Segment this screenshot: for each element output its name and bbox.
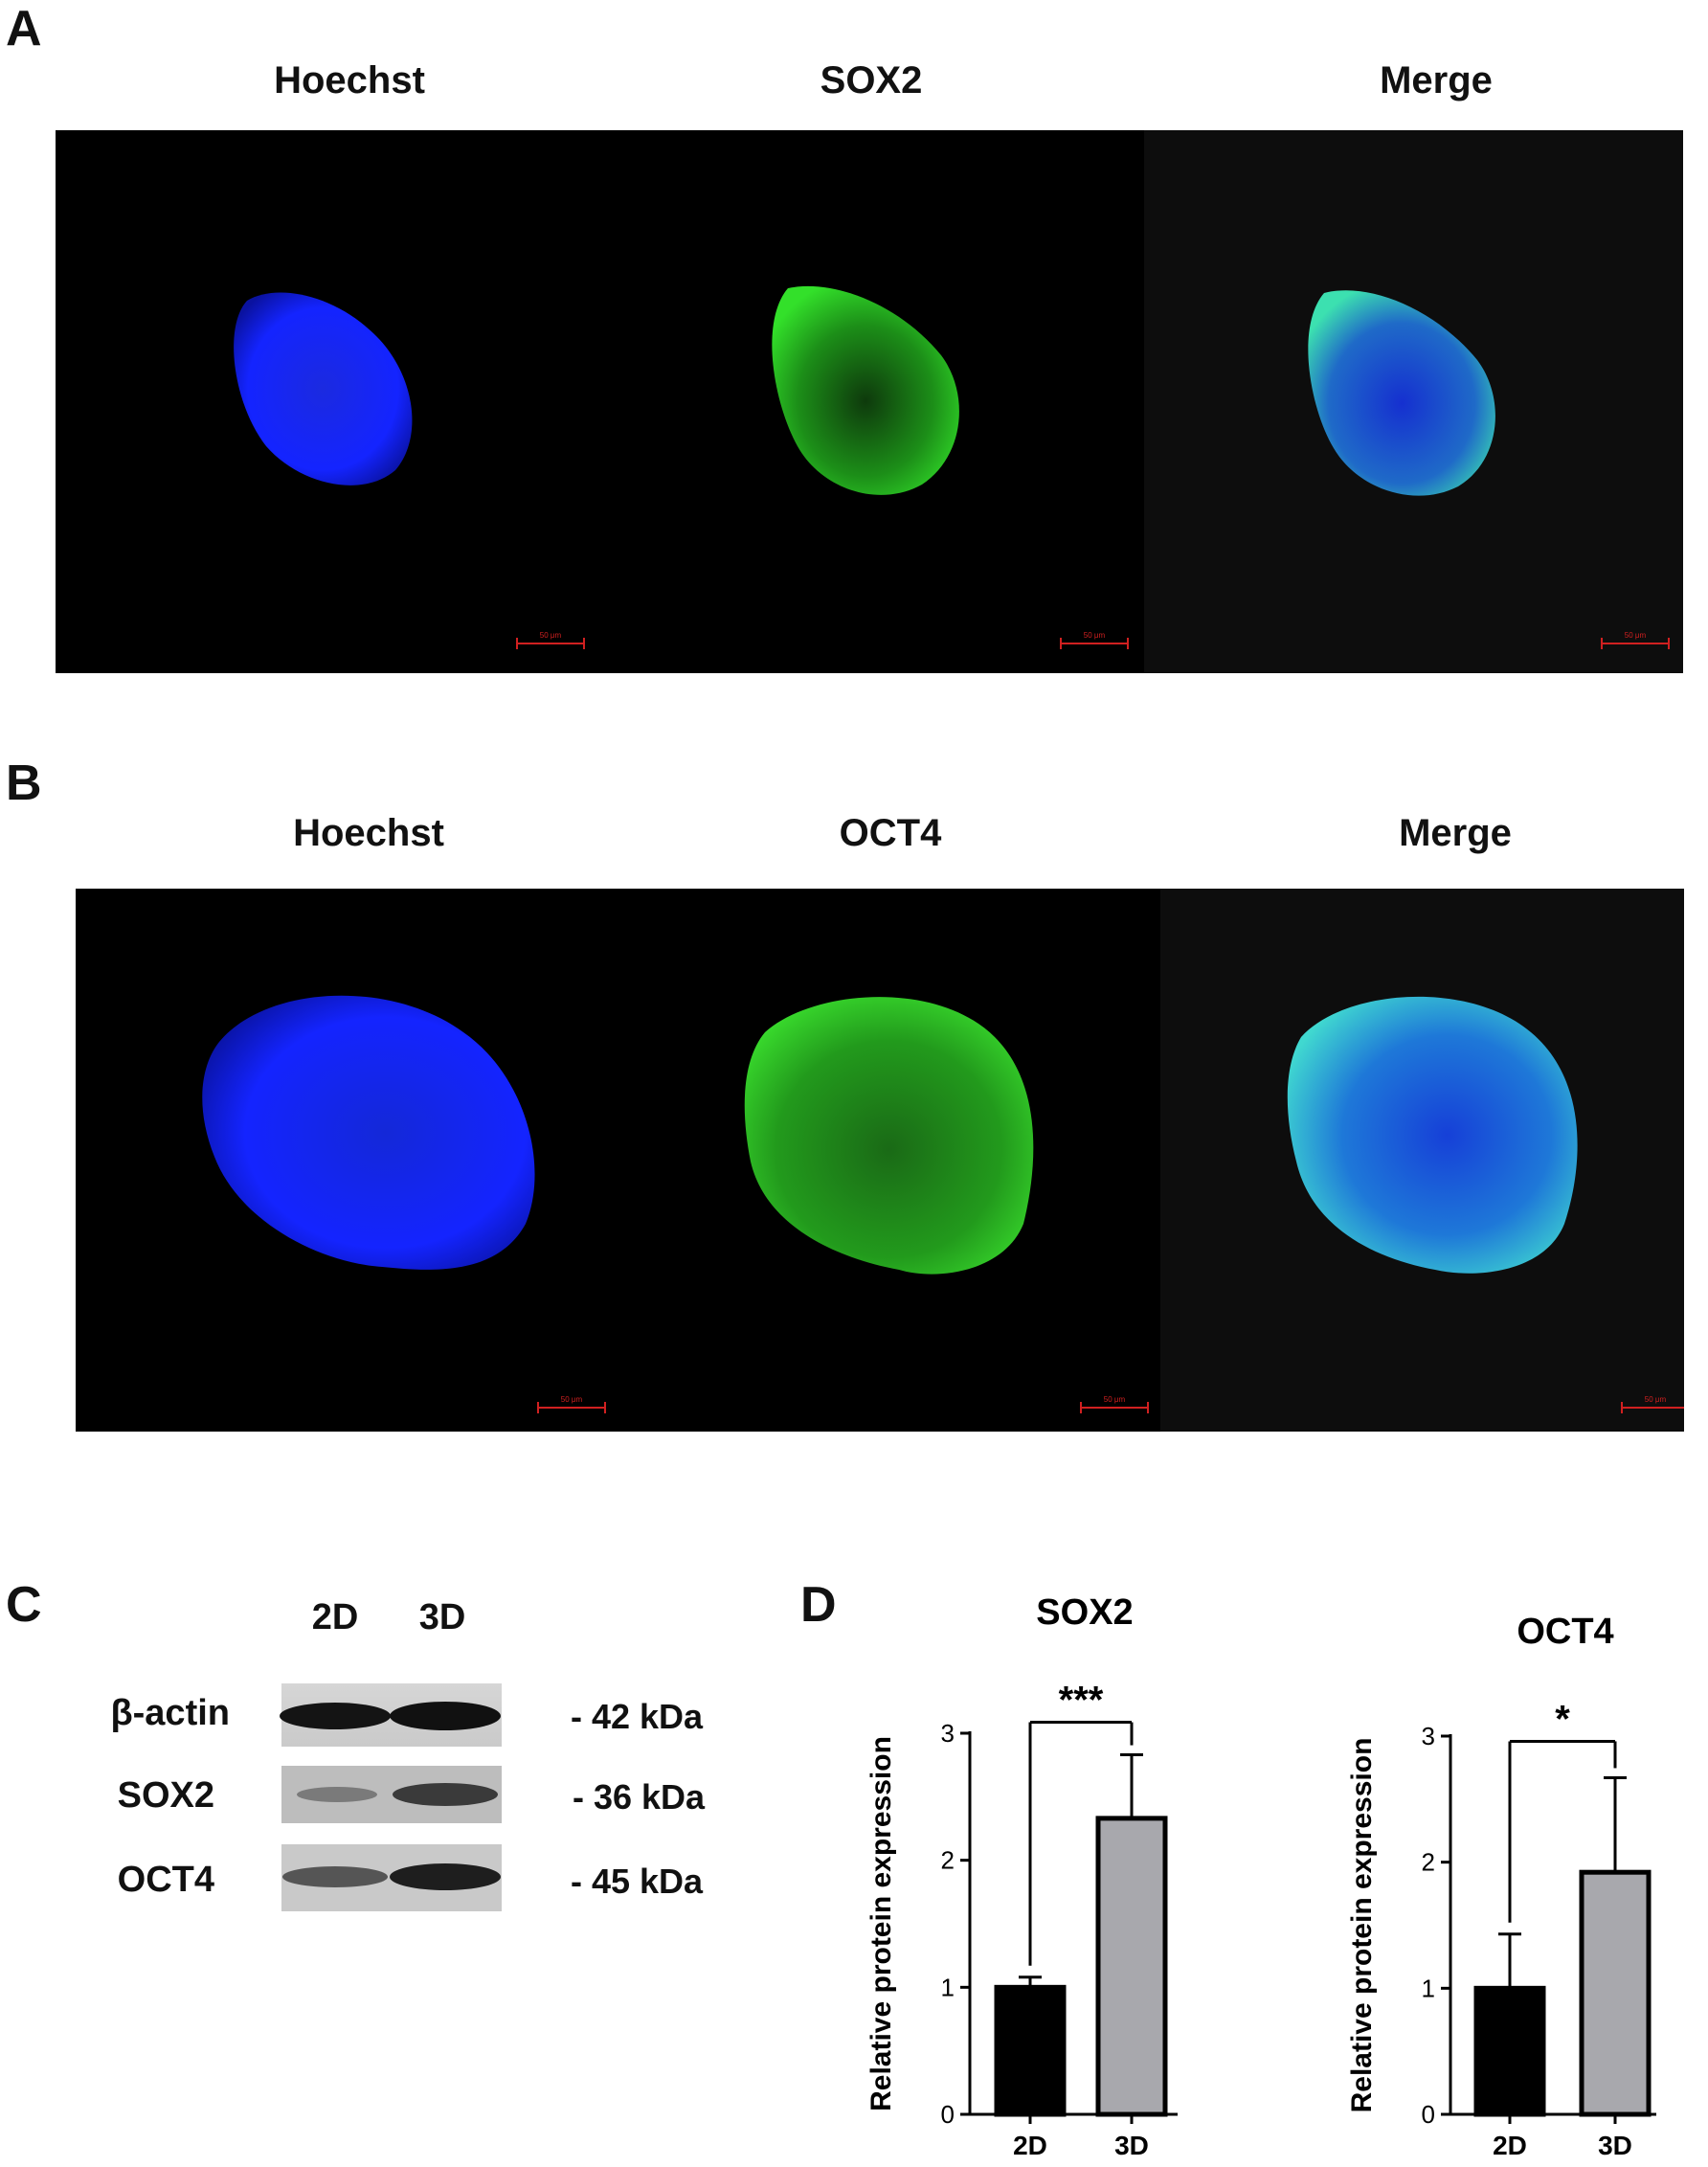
scale-bar-label: 50 μm (561, 1395, 583, 1404)
merge-spheroid (1287, 996, 1578, 1274)
bar-3d (1579, 1869, 1652, 2117)
x-tick-label: 2D (1493, 2131, 1527, 2160)
y-tick-label: 2 (1422, 1848, 1435, 1877)
chart-title: SOX2 (1036, 1592, 1133, 1633)
scale-bar-label: 50 μm (1645, 1395, 1667, 1404)
sox2-bar-chart: SOX2 Relative protein expression 0 1 2 3 2D 3D *… (865, 1592, 1178, 2160)
blot-label-sox2: SOX2 (117, 1775, 214, 1816)
y-tick-label: 0 (1422, 2100, 1435, 2129)
band-sox2-3d (393, 1783, 498, 1806)
y-tick-label: 3 (941, 1719, 955, 1748)
y-tick-label: 2 (941, 1846, 955, 1875)
hoechst-spheroid (202, 995, 535, 1270)
x-tick-label: 3D (1598, 2131, 1632, 2160)
blot-label-oct4: OCT4 (117, 1860, 214, 1900)
band-beta-actin-2d (280, 1703, 391, 1729)
scale-bars (537, 1402, 1690, 1413)
panel-a-title-hoechst: Hoechst (274, 59, 425, 102)
band-sox2-2d (297, 1787, 377, 1802)
band-oct4-3d (390, 1863, 501, 1890)
kda-beta-actin: - 42 kDa (571, 1697, 704, 1736)
panel-a-micrographs: 50 μm 50 μm 50 μm (234, 130, 1683, 673)
significance-marker: *** (1059, 1680, 1104, 1722)
x-tick-label: 3D (1114, 2131, 1149, 2160)
y-tick-label: 1 (941, 1973, 955, 2001)
panel-b-micrographs: 50 μm 50 μm 50 μm (202, 889, 1690, 1432)
panel-b-image-strip: 50 μm 50 μm 50 μm (76, 889, 1690, 1432)
scale-bar-label: 50 μm (540, 631, 562, 640)
y-tick-label: 3 (1422, 1722, 1435, 1750)
blot-label-beta-actin: β-actin (110, 1693, 230, 1733)
hoechst-spheroid (234, 292, 413, 485)
y-axis-label: Relative protein expression (865, 1736, 897, 2111)
panel-a-image-strip: 50 μm 50 μm 50 μm (56, 130, 1683, 673)
panel-b-title-merge: Merge (1399, 812, 1512, 854)
chart-title: OCT4 (1517, 1612, 1613, 1652)
panel-a-title-sox2: SOX2 (820, 59, 923, 102)
panel-c-label: C (6, 1577, 42, 1633)
scale-bars (516, 638, 1670, 649)
panel-b-label: B (6, 756, 42, 811)
panel-a-title-merge: Merge (1380, 59, 1493, 102)
kda-sox2: - 36 kDa (573, 1777, 706, 1817)
panel-a-label: A (6, 1, 42, 56)
significance-marker: * (1555, 1698, 1570, 1740)
x-tick-label: 2D (1013, 2131, 1047, 2160)
scale-bar-label: 50 μm (1084, 631, 1106, 640)
band-oct4-2d (282, 1866, 388, 1887)
panel-d-label: D (800, 1577, 837, 1633)
bar-3d (1095, 1816, 1168, 2117)
lane-label-2d: 2D (311, 1597, 359, 1637)
panel-b-title-hoechst: Hoechst (293, 812, 444, 854)
y-tick-label: 0 (941, 2100, 955, 2129)
panel-b-title-oct4: OCT4 (839, 812, 942, 854)
oct4-bar-chart: OCT4 Relative protein expression 0 1 2 3 2D 3D * (1346, 1612, 1656, 2160)
scale-bar-label: 50 μm (1625, 631, 1647, 640)
oct4-spheroid (744, 997, 1034, 1275)
sox2-spheroid (772, 285, 959, 495)
merge-spheroid (1308, 290, 1495, 496)
western-blot-image (280, 1683, 502, 1911)
kda-oct4: - 45 kDa (571, 1862, 704, 1901)
bar-2d (1473, 1985, 1546, 2117)
y-axis-label: Relative protein expression (1346, 1738, 1378, 2113)
bar-2d (994, 1984, 1067, 2117)
scale-bar-label: 50 μm (1104, 1395, 1126, 1404)
band-beta-actin-3d (390, 1702, 501, 1730)
lane-label-3d: 3D (418, 1597, 466, 1637)
y-tick-label: 1 (1422, 1974, 1435, 2002)
